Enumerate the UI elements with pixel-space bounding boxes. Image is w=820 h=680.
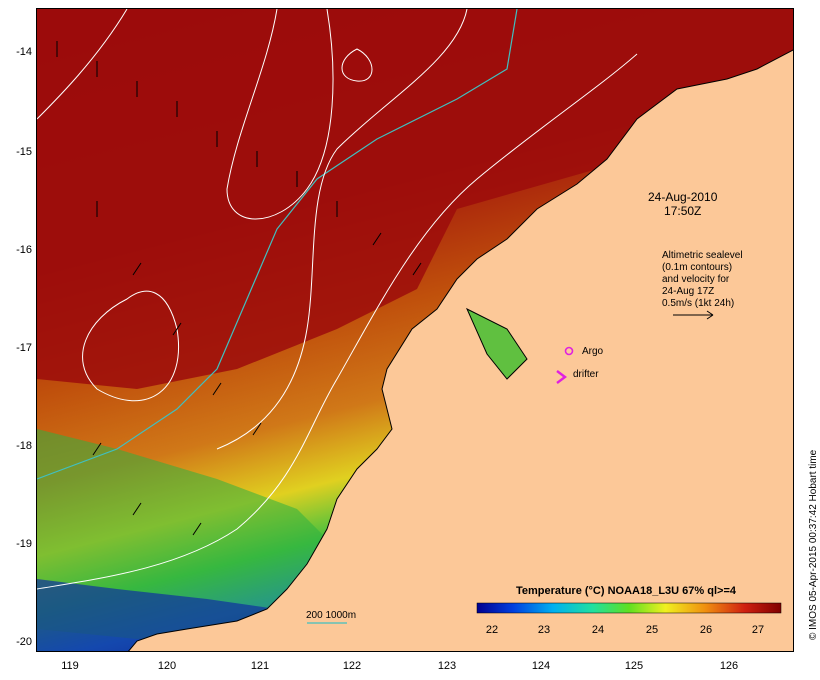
lat-tick-label: -16 [16,244,32,256]
colorbar [476,602,782,614]
lat-tick-label: -19 [16,538,32,550]
cool-water-band [37,429,337,639]
map-canvas [37,9,793,651]
lat-tick-label: -20 [16,636,32,648]
credit-text: © IMOS 05-Apr-2015 00:37:42 Hobart time [808,449,819,640]
lon-tick-label: 126 [719,660,739,672]
lon-tick-label: 121 [250,660,270,672]
scale-label: 200 1000m [306,610,357,621]
colorbar-tick-label: 22 [485,624,499,636]
lat-tick-label: -18 [16,440,32,452]
lat-tick-label: -14 [16,46,32,58]
sealevel-contours [37,9,638,590]
argo-label: Argo [582,346,604,357]
warm-water-band [37,9,793,389]
colorbar-tick-label: 26 [699,624,713,636]
lon-tick-label: 120 [157,660,177,672]
land-area [128,49,793,651]
timestamp: 24-Aug-2010 17:50Z [648,190,717,218]
isobath-contour [37,9,518,480]
lon-tick-label: 119 [61,660,79,672]
altimetry-note: Altimetric sealevel (0.1m contours) and … [662,250,743,309]
lat-tick-label: -15 [16,146,32,158]
lat-tick-label: -17 [16,342,32,354]
colorbar-tick-label: 24 [591,624,605,636]
colorbar-tick-label: 27 [751,624,765,636]
sst-map [36,8,794,652]
drifter-label: drifter [573,369,599,380]
timestamp-time: 17:50Z [664,204,702,218]
timestamp-date: 24-Aug-2010 [648,190,718,204]
lon-tick-label: 123 [437,660,457,672]
colorbar-tick-label: 25 [645,624,659,636]
velocity-arrows [56,41,422,536]
drifter-marker [556,370,567,384]
lon-tick-label: 125 [624,660,644,672]
lon-tick-label: 122 [342,660,362,672]
lon-tick-label: 124 [531,660,551,672]
inlet [465,307,528,380]
legend-title: Temperature (°C) NOAA18_L3U 67% ql>=4 [516,585,736,597]
argo-marker [564,346,574,356]
velocity-scale-arrow [673,310,714,320]
colorbar-tick-label: 23 [537,624,551,636]
